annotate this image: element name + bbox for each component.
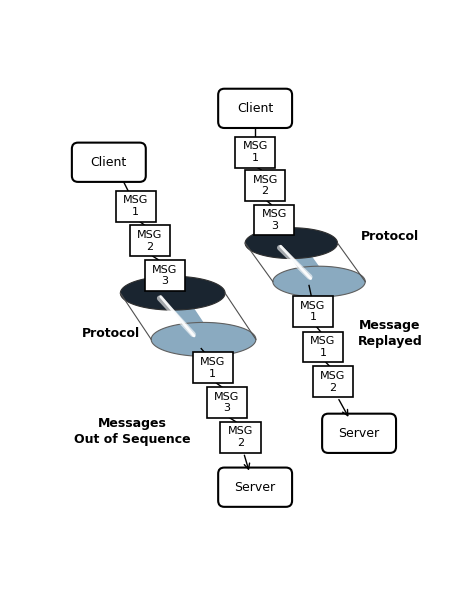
- FancyBboxPatch shape: [220, 422, 260, 453]
- FancyBboxPatch shape: [72, 143, 146, 182]
- Text: MSG
1: MSG 1: [242, 142, 268, 163]
- FancyBboxPatch shape: [207, 387, 247, 418]
- FancyBboxPatch shape: [254, 205, 295, 236]
- Text: Server: Server: [235, 481, 276, 494]
- FancyBboxPatch shape: [218, 468, 292, 507]
- FancyBboxPatch shape: [116, 191, 156, 221]
- Text: MSG
1: MSG 1: [200, 357, 225, 378]
- Text: MSG
2: MSG 2: [253, 174, 278, 196]
- FancyBboxPatch shape: [245, 170, 285, 201]
- FancyBboxPatch shape: [322, 414, 396, 453]
- Text: MSG
1: MSG 1: [310, 336, 336, 358]
- Text: MSG
2: MSG 2: [320, 371, 346, 393]
- Text: Messages
Out of Sequence: Messages Out of Sequence: [74, 417, 190, 446]
- Polygon shape: [151, 322, 256, 356]
- FancyBboxPatch shape: [145, 260, 185, 291]
- Polygon shape: [245, 228, 337, 258]
- Polygon shape: [245, 228, 365, 297]
- Text: Server: Server: [338, 427, 380, 440]
- Text: MSG
3: MSG 3: [214, 392, 239, 414]
- Text: Client: Client: [91, 156, 127, 169]
- Text: MSG
2: MSG 2: [228, 427, 253, 448]
- FancyBboxPatch shape: [218, 89, 292, 128]
- Polygon shape: [120, 276, 256, 356]
- Text: MSG
1: MSG 1: [300, 301, 325, 322]
- FancyBboxPatch shape: [235, 137, 275, 168]
- FancyBboxPatch shape: [193, 352, 233, 383]
- FancyBboxPatch shape: [293, 296, 333, 327]
- Text: MSG
1: MSG 1: [123, 195, 148, 217]
- Text: Message
Replayed: Message Replayed: [357, 319, 422, 347]
- Text: MSG
3: MSG 3: [262, 209, 287, 231]
- FancyBboxPatch shape: [303, 331, 343, 362]
- Text: MSG
2: MSG 2: [137, 230, 162, 252]
- Polygon shape: [273, 266, 365, 297]
- Polygon shape: [120, 276, 225, 310]
- FancyBboxPatch shape: [313, 367, 353, 397]
- Text: Protocol: Protocol: [361, 230, 419, 243]
- Text: MSG
3: MSG 3: [152, 265, 178, 286]
- FancyBboxPatch shape: [130, 226, 170, 256]
- Text: Protocol: Protocol: [82, 327, 140, 340]
- Text: Client: Client: [237, 102, 273, 115]
